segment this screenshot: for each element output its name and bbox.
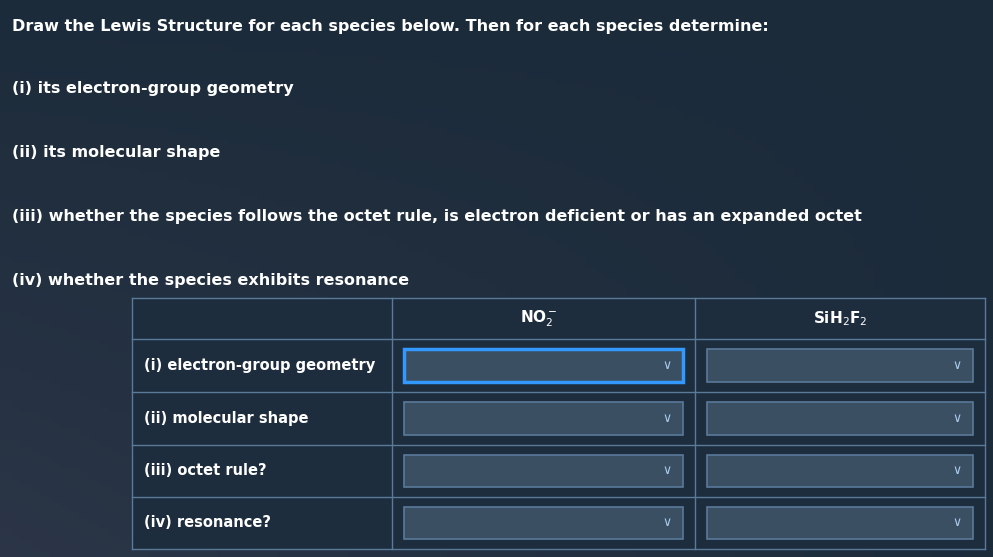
Text: ∨: ∨ [952, 412, 962, 425]
FancyBboxPatch shape [404, 455, 683, 487]
Text: NO$_2^-$: NO$_2^-$ [519, 309, 557, 329]
Text: ∨: ∨ [662, 412, 672, 425]
Text: (iii) whether the species follows the octet rule, is electron deficient or has a: (iii) whether the species follows the oc… [12, 209, 862, 224]
Text: (iv) resonance?: (iv) resonance? [144, 515, 271, 530]
FancyBboxPatch shape [707, 349, 973, 382]
Text: SiH$_2$F$_2$: SiH$_2$F$_2$ [812, 309, 867, 328]
FancyBboxPatch shape [132, 298, 985, 549]
FancyBboxPatch shape [404, 402, 683, 434]
Text: ∨: ∨ [952, 516, 962, 530]
Text: ∨: ∨ [662, 465, 672, 477]
Text: ∨: ∨ [952, 359, 962, 372]
Text: ∨: ∨ [662, 516, 672, 530]
Text: ∨: ∨ [662, 359, 672, 372]
Text: (ii) its molecular shape: (ii) its molecular shape [12, 145, 220, 160]
Text: (iii) octet rule?: (iii) octet rule? [144, 463, 266, 478]
Text: Draw the Lewis Structure for each species below. Then for each species determine: Draw the Lewis Structure for each specie… [12, 19, 769, 35]
Text: (ii) molecular shape: (ii) molecular shape [144, 411, 309, 426]
FancyBboxPatch shape [707, 402, 973, 434]
FancyBboxPatch shape [707, 455, 973, 487]
Text: (iv) whether the species exhibits resonance: (iv) whether the species exhibits resona… [12, 273, 409, 288]
Text: ∨: ∨ [952, 465, 962, 477]
FancyBboxPatch shape [404, 507, 683, 539]
Text: (i) its electron-group geometry: (i) its electron-group geometry [12, 81, 294, 96]
Text: (i) electron-group geometry: (i) electron-group geometry [144, 358, 375, 373]
FancyBboxPatch shape [707, 507, 973, 539]
FancyBboxPatch shape [404, 349, 683, 382]
